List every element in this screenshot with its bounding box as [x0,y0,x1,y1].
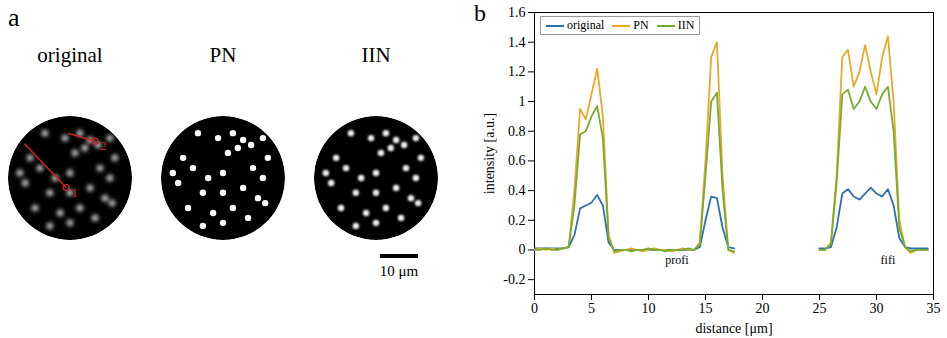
svg-text:15: 15 [699,301,713,316]
svg-text:profi: profi [665,253,689,267]
svg-text:0.4: 0.4 [508,183,526,198]
svg-text:5: 5 [588,301,595,316]
svg-text:1: 1 [71,185,78,200]
svg-text:10 μm: 10 μm [380,263,419,279]
svg-text:-0.2: -0.2 [503,272,525,287]
svg-text:25: 25 [813,301,827,316]
svg-text:distance [μm]: distance [μm] [695,321,772,336]
svg-text:20: 20 [756,301,770,316]
svg-text:0: 0 [531,301,538,316]
svg-text:30: 30 [870,301,884,316]
svg-text:0: 0 [519,242,526,257]
svg-text:a: a [8,3,20,32]
html-text:original: original [567,18,605,32]
svg-text:0.8: 0.8 [508,124,526,139]
svg-text:1.6: 1.6 [508,5,526,20]
svg-text:PN: PN [210,43,237,67]
svg-text:original: original [37,43,102,67]
svg-text:fifi: fifi [881,253,896,267]
html-text:PN: PN [633,18,649,32]
svg-text:35: 35 [927,301,941,316]
svg-text:1.4: 1.4 [508,35,526,50]
html-text:b: b [474,0,486,26]
svg-text:1.2: 1.2 [508,64,526,79]
svg-text:0.6: 0.6 [508,153,526,168]
html-text:IIN: IIN [677,18,695,32]
svg-text:intensity [a.u.]: intensity [a.u.] [482,113,497,194]
svg-text:0.2: 0.2 [508,213,526,228]
svg-text:10: 10 [642,301,656,316]
svg-text:1: 1 [519,94,526,109]
svg-text:2: 2 [100,138,107,153]
svg-text:IIN: IIN [361,43,390,67]
